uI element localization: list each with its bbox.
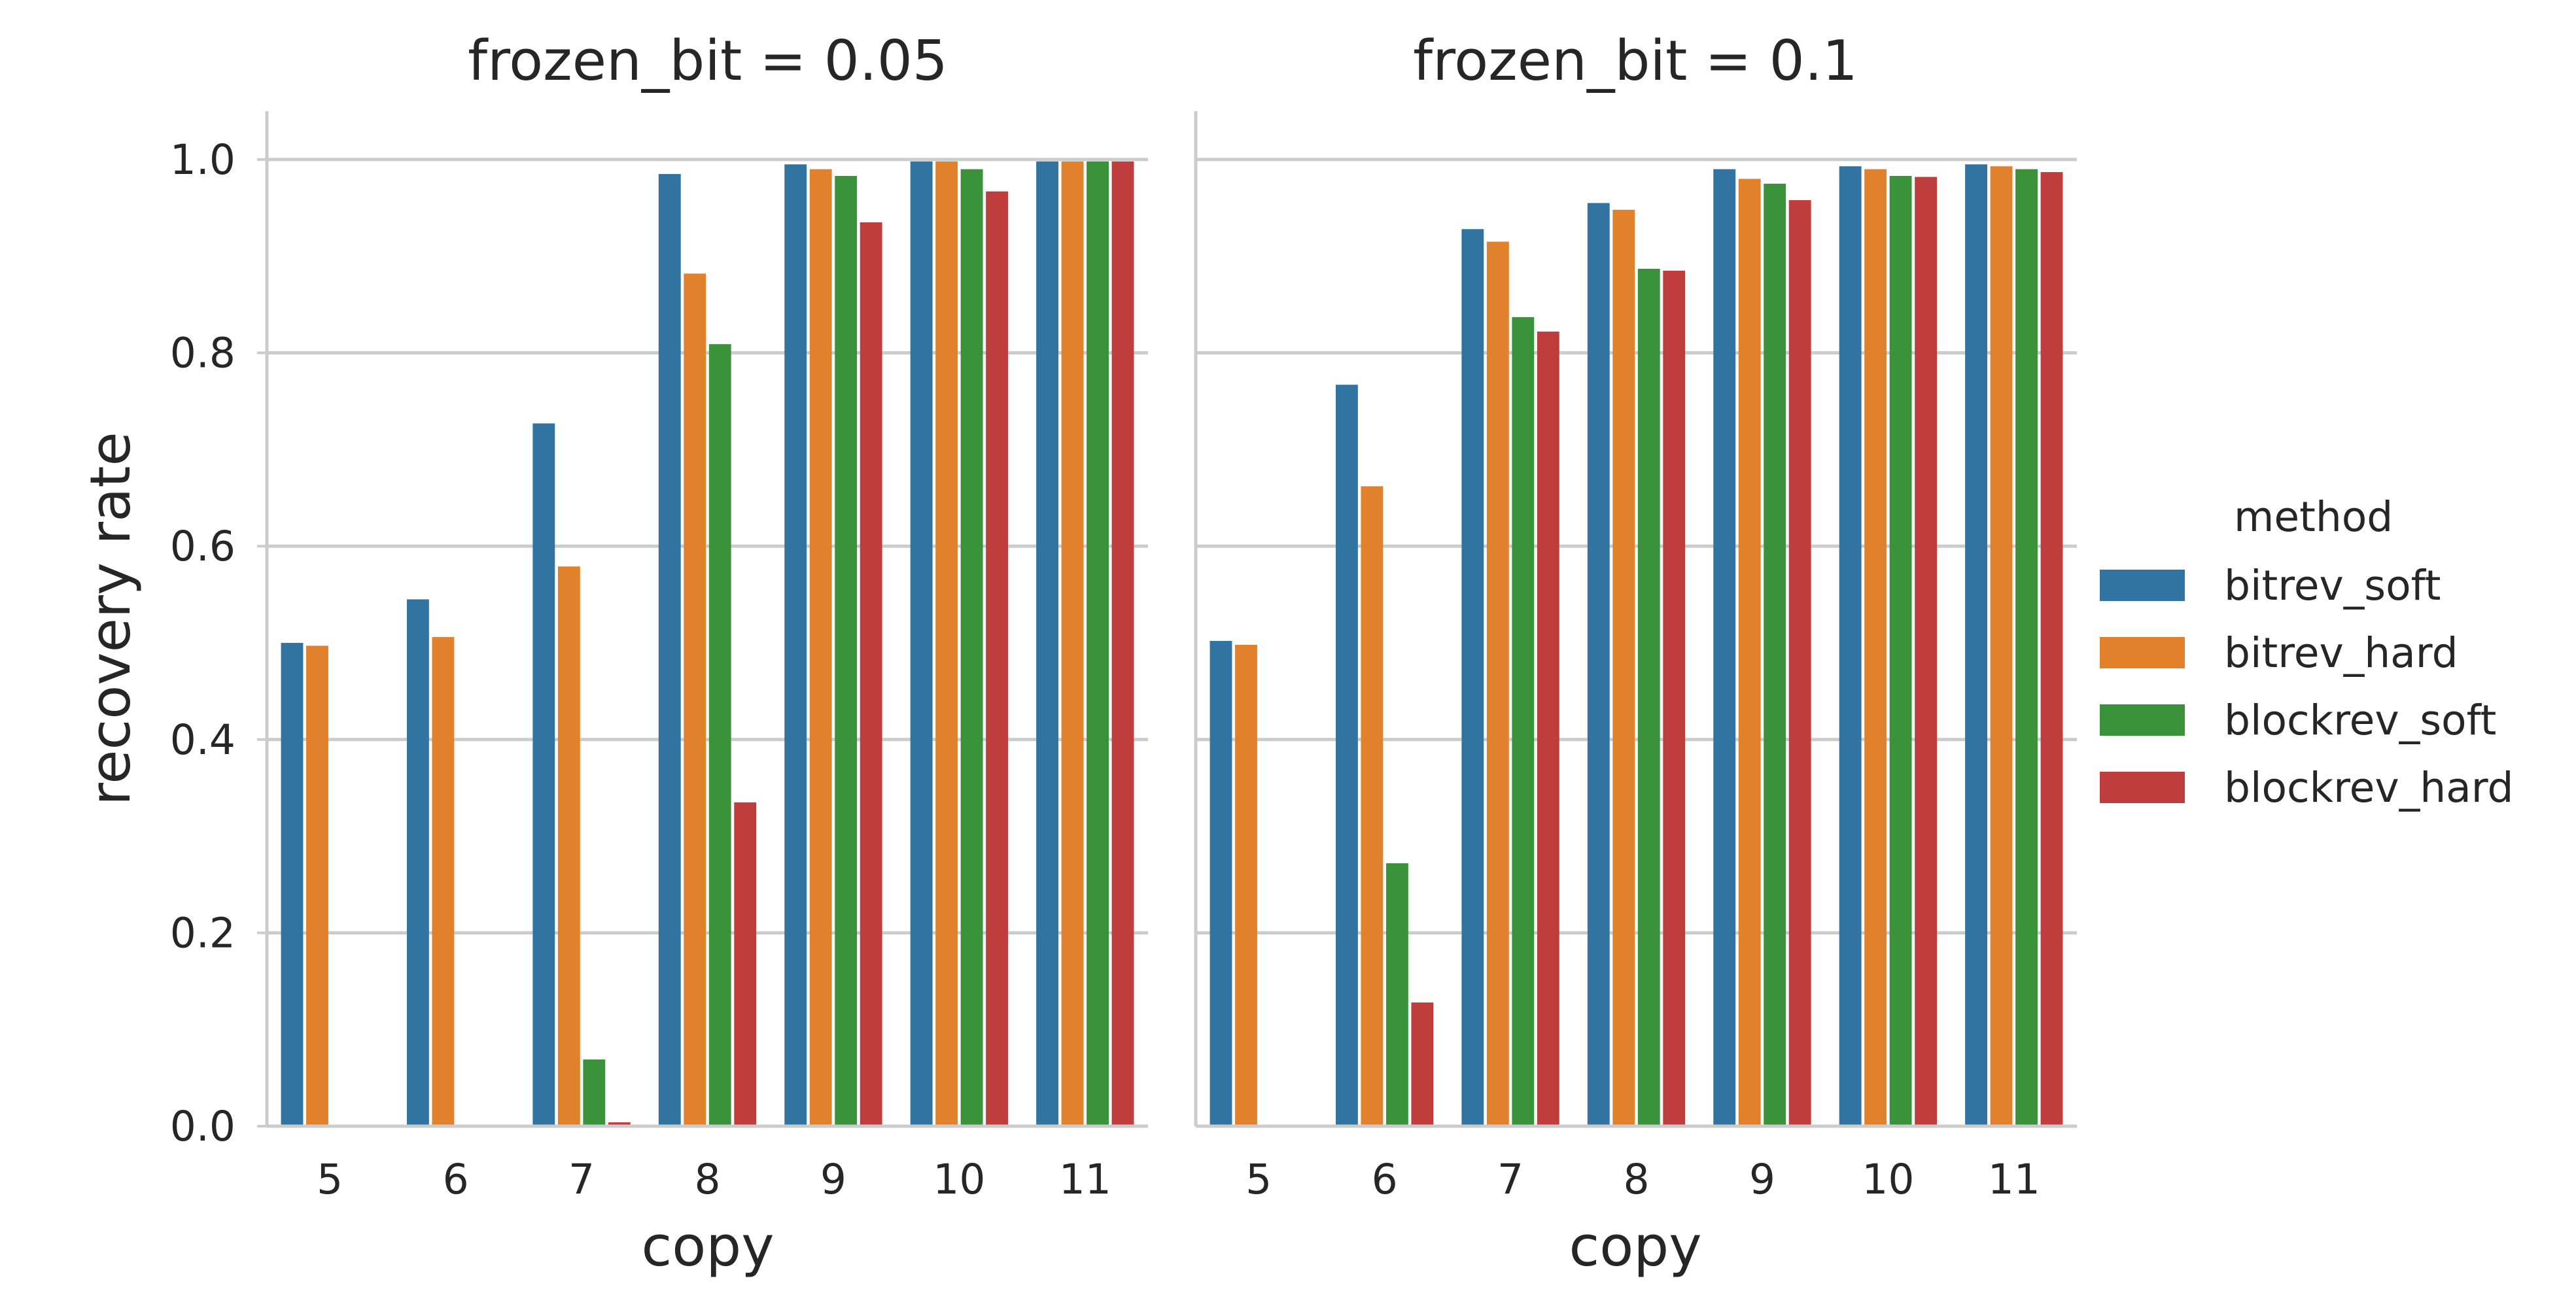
- x-tick-label: 7: [568, 1156, 595, 1203]
- bar-blockrev_soft-copy-10: [960, 169, 983, 1127]
- bar-bitrev_soft-copy-7: [532, 423, 555, 1126]
- x-tick-labels: 5 6 7 8 9 10 11: [1245, 1156, 2040, 1203]
- bar-bitrev_hard-copy-9: [1738, 179, 1761, 1126]
- legend-swatch-blockrev_soft: [2100, 704, 2185, 736]
- bar-bitrev_soft-copy-8: [1587, 203, 1610, 1126]
- bar-blockrev_hard-copy-7: [1537, 332, 1559, 1126]
- bar-bitrev_soft-copy-8: [658, 174, 681, 1127]
- legend-swatch-blockrev_hard: [2100, 772, 2185, 803]
- bar-blockrev_soft-copy-8: [1637, 268, 1660, 1126]
- bar-bitrev_soft-copy-9: [784, 164, 807, 1126]
- chart-panel-right: frozen_bit = 0.1 5 6 7 8 9 10 11 copy: [1194, 29, 2077, 1279]
- legend: method bitrev_soft bitrev_hard blockrev_so…: [2100, 493, 2514, 812]
- y-tick-label: 0.8: [170, 330, 235, 377]
- bar-blockrev_soft-copy-9: [835, 176, 858, 1127]
- x-tick-label: 11: [1988, 1156, 2040, 1203]
- bar-bitrev_soft-copy-9: [1713, 169, 1736, 1127]
- bar-blockrev_hard-copy-11: [1111, 161, 1134, 1126]
- bar-bitrev_soft-copy-11: [1036, 161, 1058, 1126]
- legend-swatch-bitrev_hard: [2100, 637, 2185, 668]
- x-tick-label: 10: [1862, 1156, 1914, 1203]
- legend-label-blockrev_hard: blockrev_hard: [2224, 764, 2514, 812]
- x-tick-label: 11: [1059, 1156, 1111, 1203]
- bar-bitrev_hard-copy-11: [1990, 166, 2013, 1126]
- bar-blockrev_soft-copy-11: [1087, 161, 1109, 1126]
- bar-blockrev_hard-copy-8: [1663, 270, 1686, 1126]
- bar-bitrev_hard-copy-6: [1361, 486, 1384, 1126]
- y-tick-label: 0.6: [170, 523, 235, 570]
- x-tick-labels: 5 6 7 8 9 10 11: [317, 1156, 1111, 1203]
- bar-bitrev_hard-copy-11: [1061, 161, 1084, 1126]
- y-tick-labels: 0.0 0.2 0.4 0.6 0.8 1.0: [170, 136, 267, 1150]
- bar-bitrev_hard-copy-9: [809, 169, 832, 1127]
- bar-bitrev_hard-copy-8: [1612, 209, 1635, 1126]
- bar-bitrev_soft-copy-6: [406, 599, 429, 1126]
- y-tick-label: 0.0: [170, 1103, 235, 1150]
- bar-blockrev_soft-copy-10: [1889, 176, 1912, 1127]
- x-tick-label: 6: [443, 1156, 469, 1203]
- legend-label-bitrev_soft: bitrev_soft: [2224, 562, 2441, 610]
- bar-blockrev_soft-copy-7: [583, 1059, 606, 1126]
- bar-blockrev_hard-copy-10: [1915, 177, 1938, 1126]
- x-tick-label: 8: [1623, 1156, 1649, 1203]
- legend-label-blockrev_soft: blockrev_soft: [2224, 697, 2496, 744]
- x-tick-label: 10: [933, 1156, 985, 1203]
- panel-title: frozen_bit = 0.1: [1413, 29, 1858, 94]
- bar-blockrev_soft-copy-9: [1764, 183, 1786, 1126]
- bar-blockrev_hard-copy-6: [1411, 1002, 1434, 1126]
- bar-bitrev_soft-copy-5: [1210, 640, 1232, 1126]
- bar-blockrev_hard-copy-7: [608, 1122, 631, 1126]
- bar-blockrev_soft-copy-11: [2015, 169, 2038, 1127]
- bar-blockrev_soft-copy-8: [708, 344, 731, 1126]
- y-tick-label: 0.4: [170, 716, 235, 764]
- legend-title: method: [2234, 493, 2393, 541]
- bar-bitrev_hard-copy-10: [935, 161, 958, 1126]
- x-tick-label: 7: [1497, 1156, 1523, 1203]
- legend-swatch-bitrev_soft: [2100, 570, 2185, 601]
- bar-blockrev_hard-copy-8: [734, 802, 757, 1126]
- bar-bitrev_soft-copy-10: [910, 161, 933, 1126]
- y-axis-label: recovery rate: [78, 432, 143, 806]
- bar-series: [281, 161, 1134, 1127]
- x-axis-label: copy: [642, 1214, 775, 1279]
- bar-bitrev_hard-copy-10: [1864, 169, 1887, 1127]
- x-axis-label: copy: [1569, 1214, 1702, 1279]
- y-gridlines: [267, 158, 1148, 935]
- y-tick-label: 1.0: [170, 136, 235, 184]
- x-tick-label: 8: [694, 1156, 720, 1203]
- bar-blockrev_hard-copy-9: [1788, 199, 1811, 1127]
- bar-blockrev_soft-copy-7: [1512, 317, 1535, 1127]
- bar-bitrev_hard-copy-7: [1486, 241, 1509, 1126]
- bar-bitrev_hard-copy-8: [684, 273, 706, 1126]
- bar-bitrev_soft-copy-10: [1839, 166, 1862, 1126]
- bar-blockrev_hard-copy-11: [2040, 172, 2063, 1126]
- bar-blockrev_hard-copy-9: [860, 222, 882, 1126]
- panel-title: frozen_bit = 0.05: [468, 29, 948, 94]
- bar-bitrev_soft-copy-7: [1461, 229, 1484, 1126]
- bar-bitrev_hard-copy-5: [306, 645, 328, 1126]
- x-tick-label: 5: [317, 1156, 343, 1203]
- x-tick-label: 9: [1749, 1156, 1775, 1203]
- x-tick-label: 6: [1372, 1156, 1398, 1203]
- bar-bitrev_soft-copy-11: [1965, 164, 1987, 1126]
- legend-label-bitrev_hard: bitrev_hard: [2224, 629, 2458, 677]
- bar-blockrev_hard-copy-10: [986, 191, 1009, 1127]
- bar-bitrev_hard-copy-5: [1235, 644, 1257, 1126]
- chart-panel-left: frozen_bit = 0.05 0.0 0.2 0.4 0.6 0.8 1.0 5 6 7…: [78, 29, 1148, 1279]
- bar-bitrev_soft-copy-5: [281, 642, 304, 1126]
- y-tick-label: 0.2: [170, 909, 235, 957]
- y-gridlines: [1196, 158, 2077, 935]
- bar-bitrev_hard-copy-7: [557, 566, 580, 1126]
- bar-bitrev_hard-copy-6: [432, 637, 455, 1126]
- x-tick-label: 5: [1245, 1156, 1272, 1203]
- x-tick-label: 9: [820, 1156, 846, 1203]
- bar-blockrev_soft-copy-6: [1385, 863, 1408, 1126]
- bar-series: [1210, 164, 2063, 1127]
- bar-bitrev_soft-copy-6: [1335, 385, 1358, 1126]
